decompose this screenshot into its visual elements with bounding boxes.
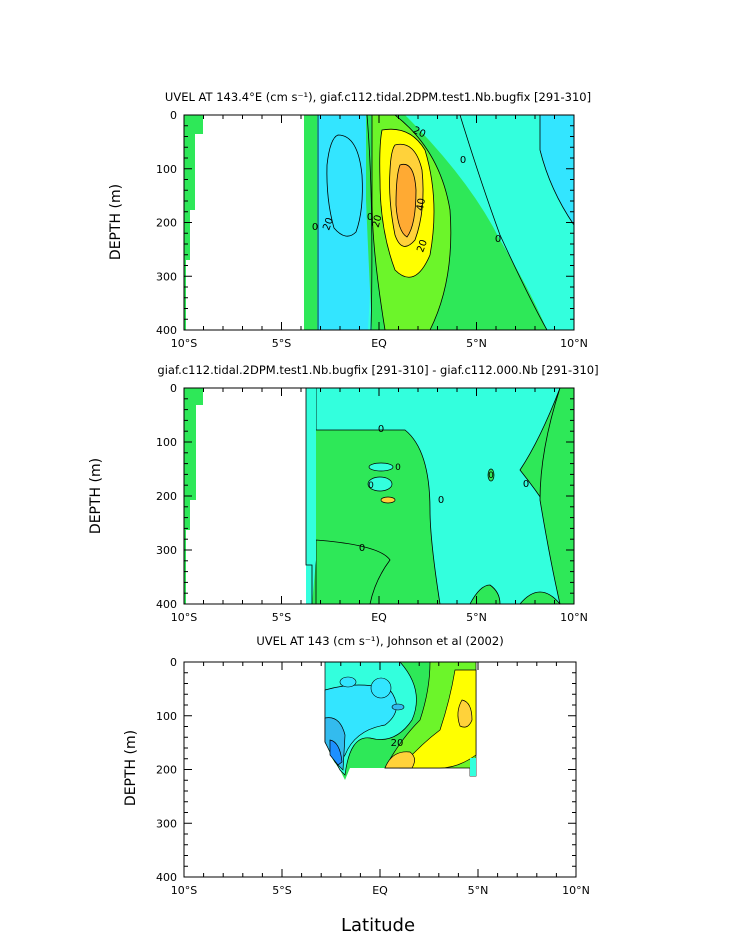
- panel-3-band-east-edge: [470, 758, 476, 776]
- panel-2-land: [184, 388, 226, 604]
- panel-1-band-neg20: [326, 134, 363, 237]
- y-tick-label: 0: [170, 382, 177, 395]
- panel-3-ylabel: DEPTH (m): [123, 730, 139, 806]
- y-tick-label: 0: [170, 656, 177, 669]
- panel-2-axes: 10°S 5°S EQ 5°N 10°N 0 100 200 300 400: [156, 382, 588, 624]
- panel-2-blob-2: [367, 476, 393, 492]
- panel-2-band-southeast: [469, 584, 501, 605]
- x-tick-label: 5°S: [272, 611, 291, 624]
- panel-1-contour-label-5: 40: [415, 197, 428, 211]
- y-tick-label: 100: [156, 163, 177, 176]
- panel-2-contour-label-6: 0: [395, 463, 401, 473]
- panel-1-land: [184, 115, 226, 330]
- panel-1-band-10: [304, 115, 317, 330]
- y-tick-label: 400: [156, 324, 177, 337]
- panel-2-contour-label-7: 0: [368, 481, 374, 491]
- panel-1-contour-0-mid: [366, 115, 373, 330]
- y-tick-label: 300: [156, 270, 177, 283]
- panel-2-band-neg-west: [306, 388, 316, 604]
- panel-3-blob-2: [391, 703, 405, 711]
- panel-2-contour-label-4: 0: [523, 479, 529, 490]
- panel-1-field: [184, 115, 574, 330]
- panel-2-band-0: [315, 387, 575, 605]
- x-tick-label: 5°S: [272, 337, 291, 350]
- panel-3-blob-1: [370, 677, 392, 699]
- panel-2-ylabel: DEPTH (m): [88, 458, 104, 534]
- panel-3-blob-3: [339, 676, 357, 688]
- x-tick-label: 5°N: [468, 884, 489, 897]
- panel-1-contour-label-8: 20: [411, 125, 427, 140]
- panel-1-contour-label-4: 20: [371, 214, 385, 229]
- panel-1-contour-label-2: 20: [321, 216, 336, 232]
- panel-1-contour-label-7: 0: [460, 155, 466, 166]
- x-tick-label: 10°N: [562, 884, 590, 897]
- x-tick-label: EQ: [371, 611, 387, 624]
- panel-2-contour-label-2: 0: [438, 495, 444, 506]
- y-tick-label: 100: [156, 436, 177, 449]
- y-tick-label: 0: [170, 109, 177, 122]
- panel-1-contour-label-1: 0: [312, 222, 318, 233]
- y-tick-label: 200: [156, 764, 177, 777]
- panel-3-title: UVEL AT 143 (cm s⁻¹), Johnson et al (200…: [256, 634, 503, 648]
- panel-2-contour-label-1: 0: [378, 424, 384, 435]
- x-tick-label: EQ: [372, 884, 388, 897]
- panel-3-band-40-east: [457, 699, 473, 728]
- panel-2-blob-4: [487, 468, 495, 482]
- panel-1-title: UVEL AT 143.4°E (cm s⁻¹), giaf.c112.tida…: [165, 90, 591, 104]
- panel-1-band-50: [395, 163, 417, 238]
- panel-3-band-40-core: [384, 751, 415, 769]
- panel-1-contour-0-east: [459, 115, 548, 330]
- y-tick-label: 200: [156, 490, 177, 503]
- panel-2-coast: [305, 388, 313, 604]
- panel-2-land-white: [203, 388, 304, 604]
- panel-2-blob-1: [368, 462, 394, 472]
- y-tick-label: 100: [156, 710, 177, 723]
- x-tick-label: 10°N: [560, 337, 588, 350]
- x-tick-label: 10°S: [171, 611, 197, 624]
- panel-2-band-0-lower: [315, 539, 391, 605]
- panel-2: giaf.c112.tidal.2DPM.test1.Nb.bugfix [29…: [88, 363, 599, 624]
- y-tick-label: 400: [156, 871, 177, 884]
- x-tick-label: 10°S: [171, 337, 197, 350]
- panel-1-ylabel: DEPTH (m): [108, 184, 124, 260]
- panel-3-band-neg30: [329, 739, 343, 766]
- panel-2-contour-label-3: 0: [359, 543, 365, 554]
- panel-3-axes: 10°S 5°S EQ 5°N 10°N 0 100 200 300 400: [156, 656, 590, 897]
- panel-1-contour-label-3: 0: [367, 212, 373, 223]
- panel-3-field: [324, 661, 477, 780]
- panel-1-land-white: [203, 115, 304, 330]
- x-tick-label: EQ: [371, 337, 387, 350]
- x-tick-label: 10°N: [560, 611, 588, 624]
- panel-2-contour-label-5: 0: [488, 471, 494, 481]
- panel-3-xlabel: Latitude: [341, 915, 415, 936]
- x-tick-label: 5°N: [466, 611, 487, 624]
- panel-2-land-white-2: [226, 388, 304, 398]
- panel-3: UVEL AT 143 (cm s⁻¹), Johnson et al (200…: [123, 634, 590, 936]
- panel-1-contour-label-6: 20: [415, 238, 430, 254]
- x-tick-label: 5°N: [466, 337, 487, 350]
- y-tick-label: 400: [156, 598, 177, 611]
- x-tick-label: 5°S: [272, 884, 291, 897]
- panel-2-title: giaf.c112.tidal.2DPM.test1.Nb.bugfix [29…: [157, 363, 598, 377]
- panel-2-field: [184, 387, 575, 605]
- panel-1-land-white-2: [226, 115, 304, 126]
- panel-1: UVEL AT 143.4°E (cm s⁻¹), giaf.c112.tida…: [108, 90, 591, 350]
- y-tick-label: 300: [156, 817, 177, 830]
- y-tick-label: 300: [156, 544, 177, 557]
- panel-2-band-east: [539, 387, 575, 605]
- y-tick-label: 200: [156, 217, 177, 230]
- panel-1-contour-label-9: 0: [495, 234, 501, 245]
- panel-3-contour-label-1: 20: [391, 738, 404, 749]
- x-tick-label: 10°S: [171, 884, 197, 897]
- panel-2-blob-3: [380, 496, 396, 504]
